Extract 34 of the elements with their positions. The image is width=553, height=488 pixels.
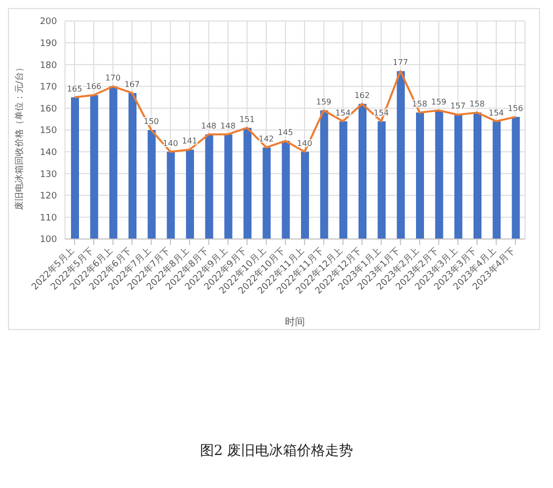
- data-label: 141: [182, 136, 198, 146]
- y-tick-label: 160: [40, 104, 58, 114]
- data-label: 159: [431, 97, 446, 106]
- y-tick-label: 130: [40, 170, 58, 180]
- data-label: 154: [488, 108, 504, 118]
- y-tick-label: 120: [40, 192, 58, 202]
- data-label: 165: [66, 84, 82, 94]
- data-label: 145: [278, 128, 294, 137]
- y-tick-label: 100: [40, 235, 58, 246]
- data-label: 156: [508, 104, 524, 113]
- y-tick-label: 110: [40, 213, 58, 224]
- data-label: 151: [239, 114, 255, 124]
- y-tick-label: 180: [40, 60, 58, 71]
- data-label: 148: [201, 121, 216, 130]
- data-label: 154: [335, 108, 351, 118]
- data-label: 142: [258, 134, 274, 144]
- caption: 图2 废旧电冰箱价格走势: [198, 442, 354, 460]
- data-label: 148: [220, 121, 236, 130]
- x-axis-title: 时间: [285, 316, 305, 328]
- data-label: 162: [354, 90, 370, 100]
- data-label: 167: [124, 80, 140, 89]
- data-label: 177: [392, 58, 408, 68]
- data-label: 170: [105, 73, 121, 82]
- y-axis-title: 废旧电冰箱回收价格（单位：元/台）: [14, 62, 26, 210]
- y-tick-label: 140: [40, 148, 58, 158]
- y-tick-label: 170: [40, 82, 58, 93]
- data-label: 158: [469, 100, 485, 109]
- data-label: 159: [316, 97, 332, 106]
- y-tick-label: 190: [40, 38, 58, 49]
- data-label: 157: [450, 102, 466, 111]
- y-tick-label: 200: [40, 17, 58, 28]
- data-label: 166: [86, 82, 102, 92]
- data-label: 140: [162, 138, 178, 148]
- y-tick-label: 150: [40, 126, 58, 136]
